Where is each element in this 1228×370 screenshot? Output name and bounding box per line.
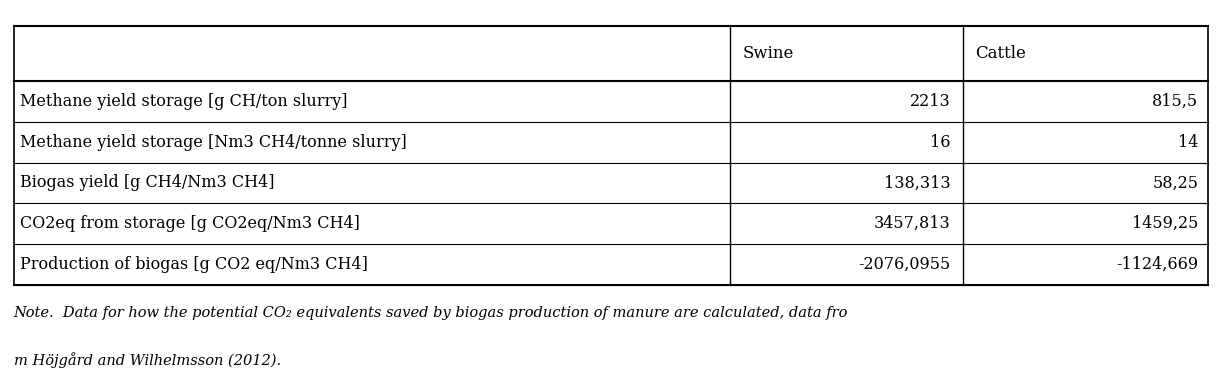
Text: Biogas yield [g CH4/Nm3 CH4]: Biogas yield [g CH4/Nm3 CH4] <box>20 174 274 191</box>
Text: Methane yield storage [Nm3 CH4/tonne slurry]: Methane yield storage [Nm3 CH4/tonne slu… <box>20 134 406 151</box>
Text: 58,25: 58,25 <box>1152 174 1199 191</box>
Text: Production of biogas [g CO2 eq/Nm3 CH4]: Production of biogas [g CO2 eq/Nm3 CH4] <box>20 256 367 273</box>
Text: Swine: Swine <box>743 45 795 62</box>
Text: 1459,25: 1459,25 <box>1132 215 1199 232</box>
Text: CO2eq from storage [g CO2eq/Nm3 CH4]: CO2eq from storage [g CO2eq/Nm3 CH4] <box>20 215 360 232</box>
Text: -1124,669: -1124,669 <box>1116 256 1199 273</box>
Text: 16: 16 <box>931 134 950 151</box>
Text: m Höjgård and Wilhelmsson (2012).: m Höjgård and Wilhelmsson (2012). <box>14 352 281 368</box>
Text: Cattle: Cattle <box>975 45 1027 62</box>
Text: 138,313: 138,313 <box>884 174 950 191</box>
Text: 2213: 2213 <box>910 93 950 110</box>
Text: Note.  Data for how the potential CO₂ equivalents saved by biogas production of : Note. Data for how the potential CO₂ equ… <box>14 306 849 320</box>
Text: 14: 14 <box>1178 134 1199 151</box>
Text: Methane yield storage [g CH/ton slurry]: Methane yield storage [g CH/ton slurry] <box>20 93 348 110</box>
Text: 815,5: 815,5 <box>1152 93 1199 110</box>
Text: 3457,813: 3457,813 <box>874 215 950 232</box>
Text: -2076,0955: -2076,0955 <box>858 256 950 273</box>
